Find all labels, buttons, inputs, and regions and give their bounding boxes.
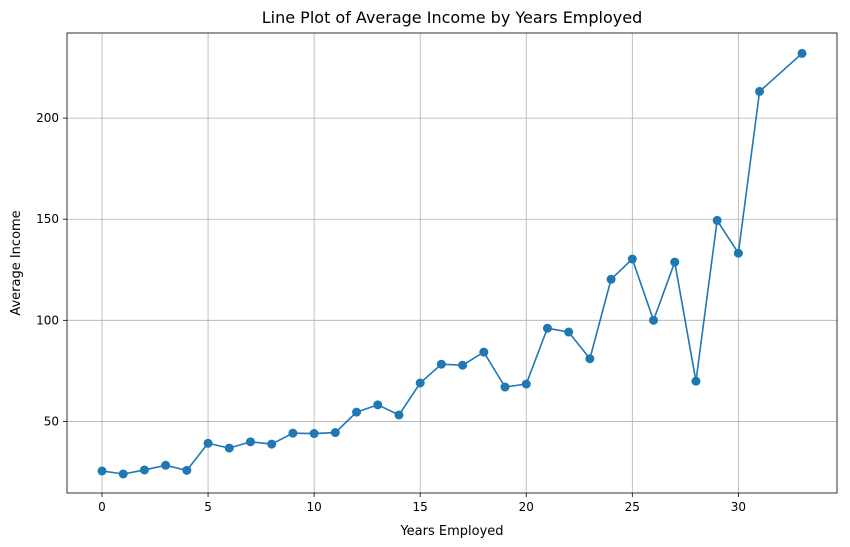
y-tick-label: 150 — [36, 212, 59, 226]
data-point — [691, 376, 701, 386]
data-point — [712, 215, 722, 225]
data-point — [224, 443, 234, 453]
data-point — [309, 429, 319, 439]
y-axis-label: Average Income — [9, 210, 24, 315]
axes-ticks: 0 5 10 15 20 25 30 50 100 150 200 — [36, 111, 746, 514]
data-point — [521, 379, 531, 389]
x-tick-label: 30 — [731, 500, 746, 514]
data-point — [373, 400, 383, 410]
x-tick-label: 15 — [413, 500, 428, 514]
data-point — [436, 359, 446, 369]
data-point — [542, 323, 552, 333]
data-point — [733, 248, 743, 258]
data-point — [458, 360, 468, 370]
data-point — [394, 410, 404, 420]
data-point — [755, 86, 765, 96]
y-tick-label: 200 — [36, 111, 59, 125]
x-axis-label: Years Employed — [399, 524, 503, 539]
x-tick-label: 20 — [519, 500, 534, 514]
x-tick-label: 10 — [306, 500, 321, 514]
plot-area — [97, 48, 807, 479]
data-point — [97, 466, 107, 476]
y-tick-label: 50 — [44, 414, 59, 428]
grid — [67, 33, 837, 493]
y-tick-label: 100 — [36, 313, 59, 327]
data-point — [627, 254, 637, 264]
data-point — [500, 382, 510, 392]
x-tick-label: 25 — [625, 500, 640, 514]
plot-frame — [66, 32, 838, 494]
data-point — [182, 465, 192, 475]
data-point — [245, 437, 255, 447]
data-point — [415, 378, 425, 388]
series-line — [101, 52, 803, 475]
data-point — [352, 407, 362, 417]
data-point — [649, 315, 659, 325]
data-point — [606, 274, 616, 284]
chart-title: Line Plot of Average Income by Years Emp… — [262, 8, 643, 27]
data-point — [161, 460, 171, 470]
data-point — [670, 257, 680, 267]
data-point — [267, 439, 277, 449]
data-point — [585, 354, 595, 364]
x-tick-label: 5 — [204, 500, 212, 514]
data-point — [797, 48, 807, 58]
x-tick-label: 0 — [98, 500, 106, 514]
data-point — [118, 469, 128, 479]
data-point — [479, 347, 489, 357]
data-point — [139, 465, 149, 475]
data-point — [564, 327, 574, 337]
data-point — [203, 438, 213, 448]
data-point — [288, 428, 298, 438]
data-point — [330, 428, 340, 438]
